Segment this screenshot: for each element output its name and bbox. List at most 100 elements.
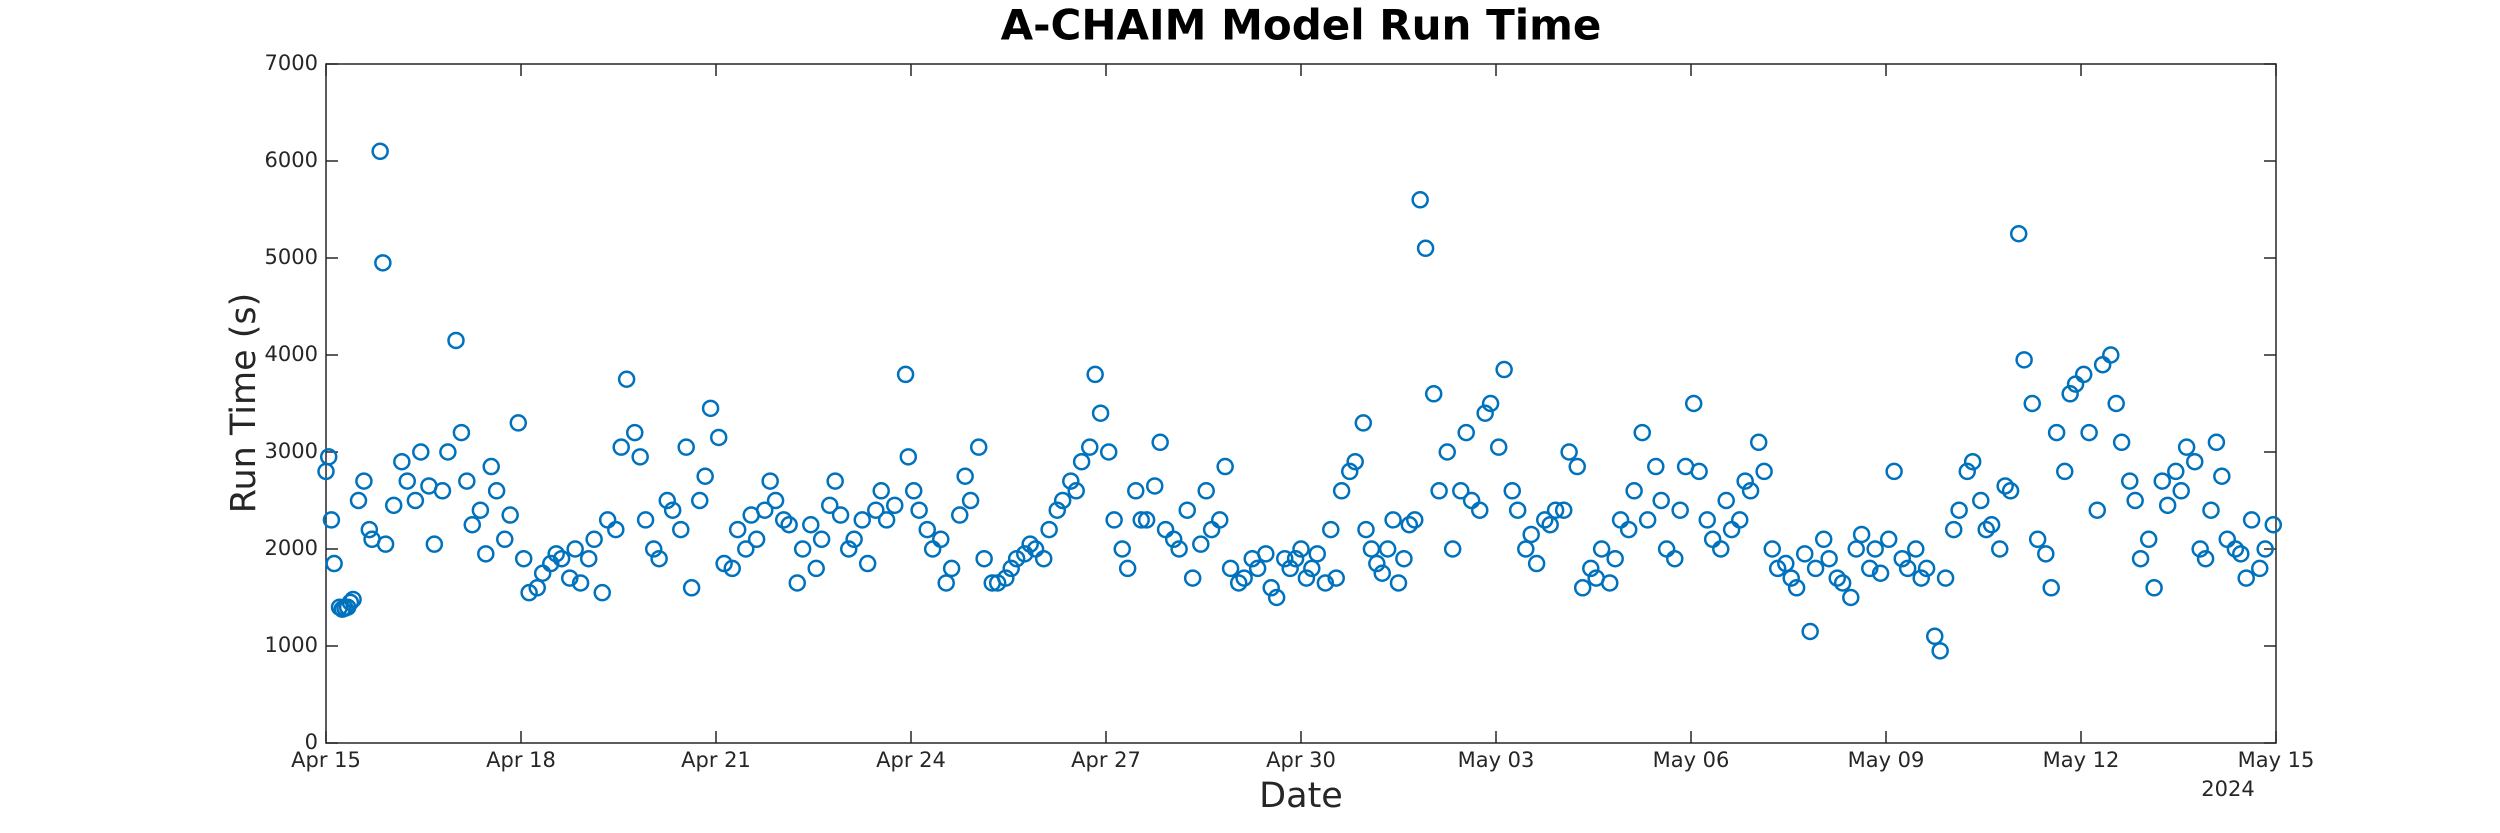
data-point bbox=[1796, 545, 1814, 563]
data-point bbox=[1341, 462, 1359, 481]
data-point bbox=[1912, 569, 1930, 587]
data-point bbox=[571, 574, 590, 592]
data-point bbox=[1248, 559, 1267, 578]
data-point bbox=[2080, 423, 2098, 442]
data-point bbox=[1118, 559, 1137, 578]
data-point bbox=[1406, 511, 1424, 529]
data-point bbox=[355, 472, 373, 490]
data-point bbox=[1931, 642, 1949, 660]
data-point bbox=[1183, 569, 1202, 587]
data-point bbox=[1395, 549, 1413, 568]
data-point bbox=[1091, 404, 1110, 422]
data-point bbox=[566, 540, 584, 558]
data-point bbox=[1814, 530, 1833, 549]
data-point bbox=[2242, 511, 2261, 529]
x-tick-label: May 06 bbox=[1653, 748, 1730, 772]
data-point bbox=[2186, 452, 2204, 471]
x-tick-label: Apr 15 bbox=[291, 748, 361, 772]
data-point bbox=[1067, 482, 1085, 500]
data-point bbox=[1560, 443, 1578, 461]
data-point bbox=[1053, 491, 1072, 510]
data-point bbox=[1146, 477, 1164, 495]
data-point bbox=[1346, 452, 1364, 471]
data-point bbox=[1481, 394, 1500, 413]
data-point bbox=[2023, 394, 2041, 413]
data-point bbox=[322, 511, 341, 529]
data-point bbox=[1235, 569, 1253, 587]
data-point bbox=[737, 540, 755, 558]
data-point bbox=[631, 448, 649, 466]
data-point bbox=[1373, 564, 1391, 582]
data-point bbox=[969, 438, 988, 456]
data-point bbox=[1852, 525, 1871, 544]
data-point bbox=[1652, 491, 1670, 510]
data-point bbox=[547, 545, 565, 563]
data-point bbox=[452, 423, 471, 442]
data-point bbox=[1749, 433, 1768, 452]
data-point bbox=[1151, 433, 1169, 452]
data-point bbox=[447, 331, 465, 350]
data-point bbox=[1541, 516, 1559, 534]
data-point bbox=[793, 540, 812, 558]
data-point bbox=[1072, 452, 1091, 471]
data-point bbox=[433, 482, 452, 500]
x-tick-label: Apr 30 bbox=[1266, 748, 1336, 772]
data-point bbox=[756, 501, 774, 519]
data-point bbox=[1907, 540, 1925, 558]
data-point bbox=[2264, 516, 2283, 534]
data-point bbox=[1127, 482, 1145, 500]
data-point bbox=[1211, 511, 1229, 529]
data-point bbox=[2088, 501, 2106, 519]
data-point bbox=[932, 530, 950, 549]
data-point bbox=[845, 530, 863, 549]
data-point bbox=[1040, 520, 1058, 539]
data-point bbox=[1638, 511, 1657, 529]
data-point bbox=[1666, 549, 1684, 568]
data-point bbox=[1977, 520, 1995, 539]
y-tick-label: 1000 bbox=[265, 633, 318, 657]
data-point bbox=[1216, 457, 1234, 476]
y-tick-label: 4000 bbox=[265, 342, 318, 366]
data-point bbox=[877, 511, 896, 529]
data-point bbox=[853, 511, 871, 529]
x-tick-label: May 12 bbox=[2043, 748, 2120, 772]
data-point bbox=[747, 530, 766, 549]
data-point bbox=[393, 452, 411, 471]
data-point bbox=[1286, 549, 1305, 568]
data-point bbox=[1554, 501, 1573, 519]
data-point bbox=[899, 448, 918, 466]
data-point bbox=[1384, 511, 1402, 529]
data-point bbox=[1690, 462, 1708, 481]
data-point bbox=[1308, 545, 1326, 563]
data-point bbox=[904, 482, 923, 500]
data-point bbox=[1438, 443, 1456, 461]
data-point bbox=[650, 549, 668, 568]
data-point bbox=[1898, 559, 1917, 578]
data-point bbox=[2126, 491, 2144, 510]
data-point bbox=[1833, 574, 1852, 592]
data-point bbox=[471, 501, 490, 519]
data-point bbox=[1416, 239, 1435, 258]
data-point bbox=[2131, 549, 2150, 568]
data-point bbox=[487, 482, 506, 500]
data-point bbox=[2167, 462, 2185, 481]
data-point bbox=[607, 520, 625, 539]
data-point bbox=[1601, 574, 1619, 592]
data-point bbox=[376, 535, 395, 553]
data-point bbox=[812, 530, 831, 549]
data-point bbox=[2237, 569, 2255, 587]
x-tick-label: Apr 21 bbox=[681, 748, 751, 772]
data-point bbox=[1257, 545, 1275, 563]
data-point bbox=[1741, 482, 1760, 500]
x-tick-label: May 03 bbox=[1458, 748, 1535, 772]
data-point bbox=[2121, 472, 2139, 490]
data-point bbox=[2107, 394, 2125, 413]
data-point bbox=[2028, 530, 2047, 549]
data-point bbox=[1568, 457, 1586, 476]
data-point bbox=[1316, 574, 1335, 592]
data-point bbox=[1178, 501, 1196, 519]
data-point bbox=[658, 491, 676, 510]
data-point bbox=[482, 457, 500, 476]
y-tick-label: 7000 bbox=[265, 51, 318, 75]
data-point bbox=[1443, 540, 1462, 558]
